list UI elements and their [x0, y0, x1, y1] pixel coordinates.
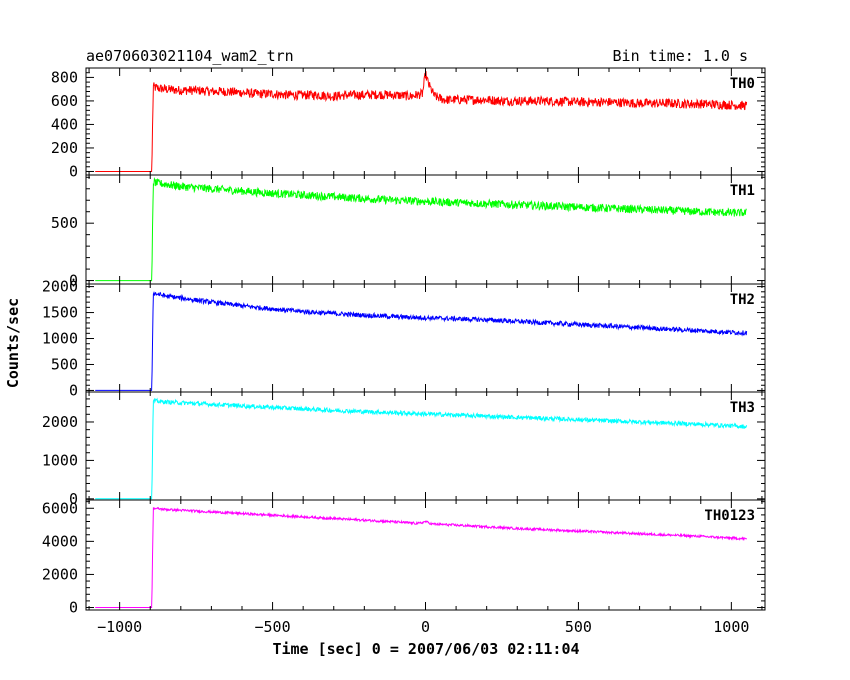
series-line-th0123 — [95, 506, 748, 608]
panel-th3: 0 1000 2000 TH3 — [42, 391, 766, 508]
panel-label: TH0123 — [704, 508, 755, 524]
y-tick-label: 6000 — [42, 499, 78, 517]
y-tick-label: 0 — [69, 162, 78, 180]
x-tick-label: 1000 — [713, 618, 749, 636]
y-tick-label: 0 — [69, 272, 78, 290]
y-tick-label: 400 — [51, 115, 78, 133]
bin-time-label: Bin time: 1.0 s — [613, 47, 748, 65]
panel-th0: 0 200 400 600 800 TH0 — [51, 67, 766, 180]
x-axis-label: Time [sec] 0 = 2007/06/03 02:11:04 — [272, 640, 579, 658]
x-tick-label: 0 — [421, 618, 430, 636]
panel-th1: 0 500 TH1 — [51, 174, 766, 290]
y-axis-label: Counts/sec — [4, 298, 22, 388]
x-tick-label: 500 — [565, 618, 592, 636]
y-tick-label: 800 — [51, 68, 78, 86]
panel-frame — [85, 67, 766, 176]
panel-th2: 0 500 1000 1500 2000 TH2 — [42, 278, 766, 399]
y-tick-label: 2000 — [42, 278, 78, 296]
panel-label: TH3 — [730, 400, 755, 416]
panels-group: 0 200 400 600 800 TH0 0 500 TH1 0 500 1000 1500 2000 T… — [42, 67, 766, 617]
series-line-th1 — [95, 176, 747, 282]
y-tick-label: 500 — [51, 214, 78, 232]
y-tick-label: 1000 — [42, 451, 78, 469]
panel-label: TH2 — [730, 292, 755, 308]
y-tick-label: 4000 — [42, 532, 78, 550]
series-line-th0 — [95, 71, 748, 172]
x-axis-tick-labels: −1000 −500 0 500 1000 — [97, 618, 749, 636]
y-tick-label: 1000 — [42, 330, 78, 348]
panel-frame — [85, 391, 766, 501]
panel-frame — [85, 499, 766, 611]
y-tick-label: 0 — [69, 381, 78, 399]
y-tick-label: 0 — [69, 490, 78, 508]
y-tick-label: 500 — [51, 355, 78, 373]
chart-title: ae070603021104_wam2_trn — [86, 47, 294, 65]
y-tick-label: 2000 — [42, 413, 78, 431]
y-tick-label: 600 — [51, 92, 78, 110]
series-line-th3 — [95, 397, 748, 500]
y-tick-label: 2000 — [42, 565, 78, 583]
y-tick-label: 0 — [69, 599, 78, 617]
x-tick-label: −1000 — [97, 618, 142, 636]
y-tick-label: 200 — [51, 139, 78, 157]
series-line-th2 — [95, 291, 748, 391]
panel-th0123: 0 2000 4000 6000 TH0123 — [42, 499, 766, 617]
x-tick-label: −500 — [255, 618, 291, 636]
panel-frame — [85, 174, 766, 285]
panel-label: TH1 — [730, 183, 755, 199]
y-tick-label: 1500 — [42, 304, 78, 322]
panel-label: TH0 — [730, 76, 755, 92]
